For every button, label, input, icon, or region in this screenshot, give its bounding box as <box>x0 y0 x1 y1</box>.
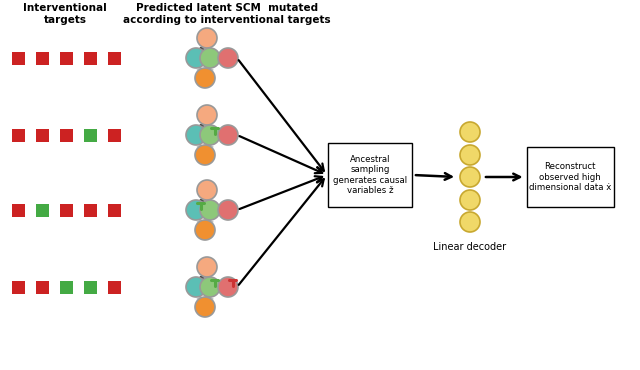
Text: Predicted latent SCM  mutated
according to interventional targets: Predicted latent SCM mutated according t… <box>123 3 331 24</box>
Bar <box>12 128 24 141</box>
Circle shape <box>200 48 220 68</box>
Bar <box>35 280 49 293</box>
Circle shape <box>218 48 238 68</box>
Circle shape <box>195 68 215 88</box>
Bar <box>60 51 72 64</box>
Bar <box>60 128 72 141</box>
Circle shape <box>460 190 480 210</box>
Text: Reconstruct
observed high
dimensional data ẋ: Reconstruct observed high dimensional da… <box>529 162 611 192</box>
Bar <box>60 280 72 293</box>
Bar <box>35 128 49 141</box>
Circle shape <box>200 277 220 297</box>
Circle shape <box>186 125 206 145</box>
Bar <box>12 204 24 216</box>
Circle shape <box>195 145 215 165</box>
Bar <box>108 280 120 293</box>
Circle shape <box>195 220 215 240</box>
Circle shape <box>197 180 217 200</box>
Bar <box>12 280 24 293</box>
Bar <box>35 51 49 64</box>
Bar <box>12 51 24 64</box>
Text: Interventional
targets: Interventional targets <box>23 3 107 24</box>
Circle shape <box>218 200 238 220</box>
Circle shape <box>186 277 206 297</box>
Circle shape <box>460 145 480 165</box>
Text: Linear decoder: Linear decoder <box>433 242 507 252</box>
FancyBboxPatch shape <box>328 143 412 207</box>
Bar <box>83 128 97 141</box>
Circle shape <box>218 125 238 145</box>
FancyBboxPatch shape <box>527 147 614 207</box>
Circle shape <box>460 212 480 232</box>
Circle shape <box>460 122 480 142</box>
Circle shape <box>200 125 220 145</box>
Bar <box>60 204 72 216</box>
Text: Ancestral
sampling
generates causal
variables ž: Ancestral sampling generates causal vari… <box>333 155 407 195</box>
Circle shape <box>197 105 217 125</box>
Bar <box>83 51 97 64</box>
Circle shape <box>186 200 206 220</box>
Bar <box>35 204 49 216</box>
Bar <box>108 204 120 216</box>
Bar <box>83 204 97 216</box>
Circle shape <box>197 257 217 277</box>
Circle shape <box>460 167 480 187</box>
Circle shape <box>197 28 217 48</box>
Circle shape <box>195 297 215 317</box>
Circle shape <box>218 277 238 297</box>
Circle shape <box>186 48 206 68</box>
Bar <box>108 51 120 64</box>
Bar <box>108 128 120 141</box>
Bar <box>83 280 97 293</box>
Circle shape <box>200 200 220 220</box>
